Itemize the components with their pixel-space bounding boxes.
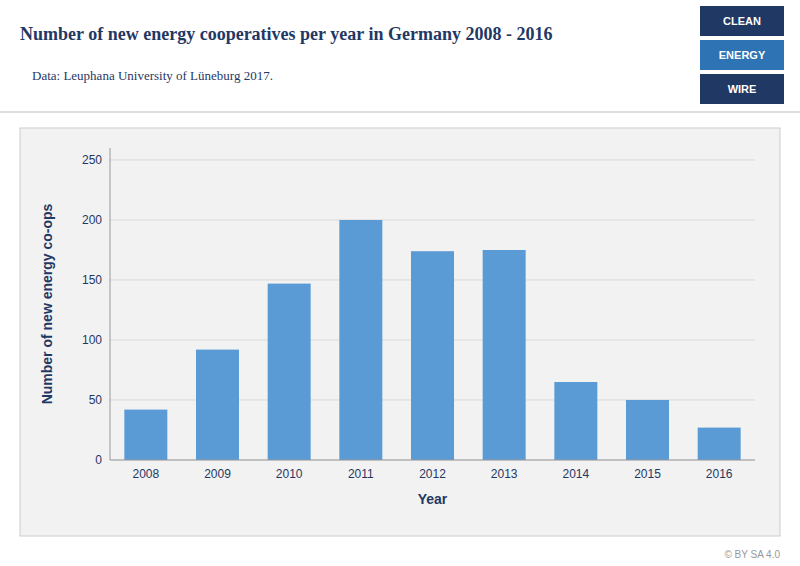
x-tick-label: 2008 xyxy=(132,467,159,481)
bars xyxy=(124,220,740,460)
grid-line xyxy=(110,160,755,161)
x-tick-label: 2016 xyxy=(706,467,733,481)
logo-box xyxy=(700,74,784,104)
x-tick-label: 2009 xyxy=(204,467,231,481)
y-tick-label: 200 xyxy=(82,213,102,227)
x-tick-label: 2014 xyxy=(562,467,589,481)
logo-box xyxy=(700,6,784,36)
x-tick-label: 2013 xyxy=(491,467,518,481)
y-tick-label: 50 xyxy=(89,393,103,407)
bar xyxy=(698,428,741,460)
y-axis-label: Number of new energy co-ops xyxy=(39,203,55,404)
bar xyxy=(124,410,167,460)
x-tick-label: 2011 xyxy=(348,467,374,481)
x-tick-label: 2012 xyxy=(419,467,446,481)
watermark: © BY SA 4.0 xyxy=(724,549,780,560)
bar xyxy=(483,250,526,460)
x-tick-label: 2015 xyxy=(634,467,661,481)
bar xyxy=(196,350,239,460)
logo-label: ENERGY xyxy=(719,49,766,61)
x-tick-label: 2010 xyxy=(276,467,303,481)
bar xyxy=(411,251,454,460)
bar xyxy=(268,284,311,460)
chart-container: Number of new energy cooperatives per ye… xyxy=(0,0,800,566)
separator xyxy=(0,112,800,113)
y-tick-label: 150 xyxy=(82,273,102,287)
y-axis-line xyxy=(110,148,111,460)
bar xyxy=(554,382,597,460)
grid-line xyxy=(110,220,755,221)
y-tick-label: 100 xyxy=(82,333,102,347)
title: Number of new energy cooperatives per ye… xyxy=(20,24,552,44)
x-axis-label: Year xyxy=(418,491,448,507)
grid-line xyxy=(110,460,755,461)
logo-box xyxy=(700,40,784,70)
logo-label: CLEAN xyxy=(723,15,761,27)
y-tick-label: 250 xyxy=(82,153,102,167)
y-tick-label: 0 xyxy=(95,453,102,467)
bar xyxy=(626,400,669,460)
panel xyxy=(20,128,780,536)
logo-label: WIRE xyxy=(728,83,757,95)
bar xyxy=(339,220,382,460)
chart-svg: Number of new energy cooperatives per ye… xyxy=(0,0,800,566)
subtitle: Data: Leuphana University of Lüneburg 20… xyxy=(32,68,273,83)
x-axis-line xyxy=(110,460,755,461)
